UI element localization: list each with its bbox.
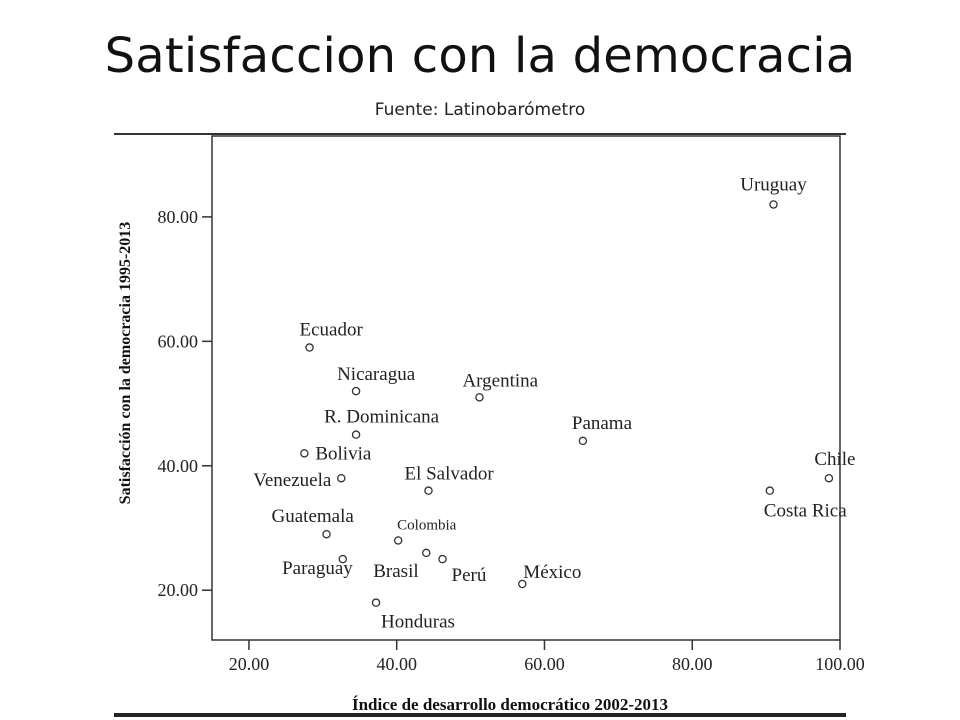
y-tick-label: 80.00 (158, 207, 199, 227)
point-costa-rica (765, 486, 775, 495)
point-label-el-salvador: El Salvador (404, 464, 494, 485)
point-el-salvador (424, 486, 433, 495)
x-tick-label: 40.00 (376, 654, 417, 674)
point-label-brasil: Brasil (373, 561, 418, 582)
point-argentina (475, 393, 484, 402)
y-axis-label: Satisfacción con la democracia 1995-2013 (117, 222, 134, 505)
point-bolivia (300, 449, 309, 458)
point-colombia (393, 536, 403, 545)
slide-subtitle: Fuente: Latinobarómetro (374, 100, 586, 120)
point-uruguay (769, 200, 778, 209)
y-axis: 20.00 40.00 60.00 80.00 (158, 207, 212, 600)
data-points: Uruguay Ecuador Nicaragua Argentina R. Domin… (253, 174, 855, 632)
point-label-venezuela: Venezuela (253, 470, 332, 491)
point-paraguay (338, 554, 348, 564)
point-label-guatemala: Guatemala (272, 506, 355, 527)
x-axis-label: Índice de desarrollo democrático 2002-20… (352, 695, 668, 714)
x-tick-label: 60.00 (524, 654, 565, 674)
y-tick-label: 60.00 (158, 331, 199, 351)
point-label-bolivia: Bolivia (315, 443, 372, 464)
point-ecuador (305, 343, 314, 352)
plot-area-border (211, 135, 841, 641)
point-label-colombia: Colombia (397, 517, 457, 533)
point-guatemala (322, 529, 331, 539)
x-tick-label: 100.00 (815, 654, 865, 674)
y-tick-label: 40.00 (158, 456, 199, 476)
point-label-r-dominicana: R. Dominicana (324, 407, 440, 428)
point-label-panama: Panama (572, 413, 633, 434)
point-label-chile: Chile (814, 449, 855, 470)
x-axis: 20.00 40.00 60.00 80.00 100.00 (229, 640, 865, 674)
point-nicaragua (351, 386, 361, 396)
point-label-costa-rica: Costa Rica (764, 501, 847, 522)
plot-frame (211, 135, 841, 641)
point-r-dominicana (351, 430, 361, 439)
point-label-paraguay: Paraguay (282, 558, 353, 579)
point-label-m-xico: México (523, 562, 581, 583)
point-label-per: Perú (452, 565, 487, 586)
slide-title: Satisfaccion con la democracia (104, 28, 856, 84)
y-tick-label: 20.00 (158, 580, 199, 600)
x-tick-label: 20.00 (229, 654, 270, 674)
x-tick-label: 80.00 (672, 654, 713, 674)
point-label-ecuador: Ecuador (300, 320, 364, 341)
point-per (438, 554, 447, 564)
point-panama (578, 436, 588, 446)
point-m-xico (518, 579, 527, 589)
point-label-argentina: Argentina (462, 370, 538, 391)
point-honduras (371, 598, 381, 607)
point-brasil (422, 548, 431, 558)
point-label-nicaragua: Nicaragua (337, 364, 416, 385)
top-divider (114, 133, 846, 135)
bottom-divider (114, 713, 846, 717)
point-venezuela (337, 473, 346, 483)
point-label-uruguay: Uruguay (740, 174, 807, 195)
point-chile (824, 473, 834, 483)
point-label-honduras: Honduras (381, 612, 455, 633)
